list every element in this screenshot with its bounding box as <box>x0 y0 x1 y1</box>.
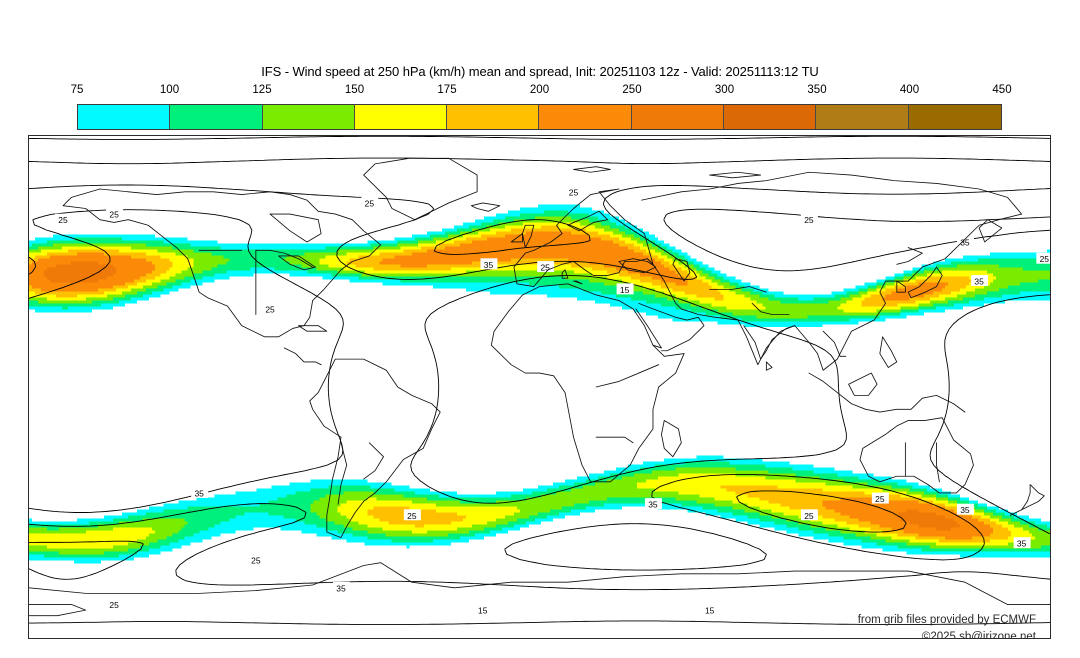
svg-text:15: 15 <box>620 285 630 295</box>
colorbar-tick-label: 250 <box>622 84 642 96</box>
colorbar-tick-label: 300 <box>714 84 735 96</box>
svg-text:35: 35 <box>336 583 346 593</box>
coastlines <box>29 157 1050 617</box>
colorbar: 75 100 125 150 175 200 250 300 350 400 450 <box>71 84 1012 130</box>
colorbar-tick-label: 350 <box>807 84 827 96</box>
map-canvas: 25 25 25 25 35 35 25 15 35 25 35 25 35 25 35 15 15 25 35 25… <box>29 136 1050 626</box>
colorbar-segment <box>170 105 263 129</box>
svg-text:35: 35 <box>960 505 970 515</box>
svg-text:25: 25 <box>58 215 68 225</box>
wind-speed-shading <box>29 204 1050 564</box>
svg-text:35: 35 <box>648 500 658 510</box>
svg-text:25: 25 <box>109 600 119 610</box>
svg-text:25: 25 <box>365 198 375 208</box>
svg-text:25: 25 <box>407 511 417 521</box>
svg-text:35: 35 <box>960 237 970 247</box>
contour-labels: 25 25 25 25 35 35 25 15 35 25 35 25 35 25 35 15 15 25 35 25… <box>55 185 1050 616</box>
colorbar-tick-label: 125 <box>252 84 272 96</box>
svg-text:25: 25 <box>109 210 119 220</box>
credit-source: from grib files provided by ECMWF <box>857 614 1036 626</box>
colorbar-segment <box>262 105 355 129</box>
colorbar-tick-label: 400 <box>899 84 920 96</box>
colorbar-segment <box>816 105 909 129</box>
svg-text:35: 35 <box>194 488 204 498</box>
svg-text:15: 15 <box>478 606 488 616</box>
colorbar-tick-label: 150 <box>344 84 365 96</box>
svg-text:35: 35 <box>484 260 494 270</box>
svg-text:35: 35 <box>974 277 984 287</box>
colorbar-tick-labels: 75 100 125 150 175 200 250 300 350 400 450 <box>71 84 1012 102</box>
svg-text:25: 25 <box>1040 254 1050 264</box>
svg-text:25: 25 <box>251 555 261 565</box>
svg-text:15: 15 <box>705 606 715 616</box>
colorbar-segment <box>724 105 817 129</box>
colorbar-tick-label: 100 <box>159 84 180 96</box>
svg-text:25: 25 <box>875 494 885 504</box>
svg-text:25: 25 <box>804 215 814 225</box>
credit-copyright: ©2025 sb@irizone.net <box>921 631 1036 639</box>
colorbar-tick-label: 450 <box>992 84 1012 96</box>
colorbar-tick-label: 75 <box>70 84 84 96</box>
colorbar-tick-label: 175 <box>437 84 457 96</box>
svg-text:25: 25 <box>540 263 550 273</box>
colorbar-gradient-strip <box>77 104 1002 130</box>
colorbar-segment <box>631 105 725 129</box>
map-plot-area: 25 25 25 25 35 35 25 15 35 25 35 25 35 25 35 15 15 25 35 25… <box>28 135 1051 639</box>
colorbar-tick-label: 200 <box>529 84 550 96</box>
colorbar-segment <box>539 105 632 129</box>
colorbar-segment <box>354 105 448 129</box>
colorbar-segment <box>447 105 540 129</box>
svg-text:25: 25 <box>265 304 275 314</box>
svg-text:35: 35 <box>1017 539 1027 549</box>
page-title: IFS - Wind speed at 250 hPa (km/h) mean … <box>261 64 819 79</box>
colorbar-segment <box>78 105 171 129</box>
colorbar-segment <box>908 105 1001 129</box>
svg-text:25: 25 <box>569 187 579 197</box>
svg-text:25: 25 <box>804 511 814 521</box>
